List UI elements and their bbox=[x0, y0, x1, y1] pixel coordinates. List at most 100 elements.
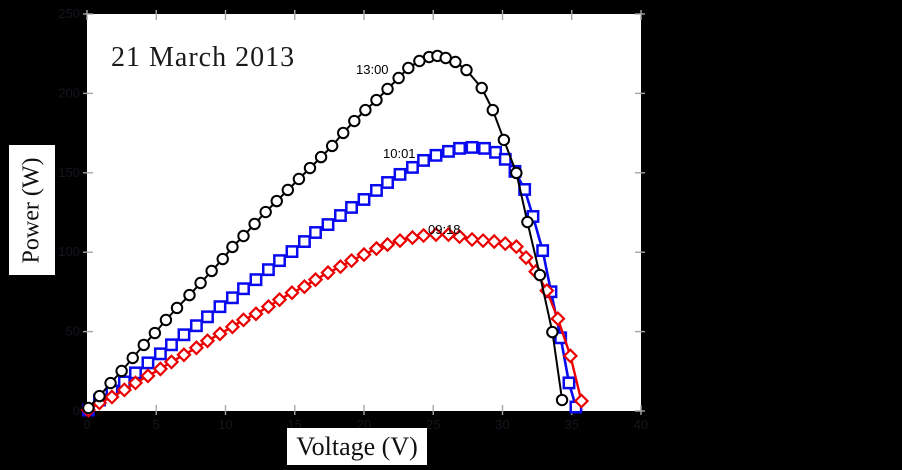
marker-diamond bbox=[320, 265, 336, 281]
marker-square bbox=[442, 144, 455, 158]
y-axis-ticks: 0 50 100 150 200 250 bbox=[58, 6, 645, 418]
marker-circle bbox=[348, 114, 361, 128]
x-tick-label: 0 bbox=[83, 417, 90, 432]
marker-circle bbox=[359, 103, 372, 117]
series-09-18-markers bbox=[80, 226, 590, 418]
marker-circle bbox=[82, 401, 95, 415]
series-13-00 bbox=[82, 49, 569, 415]
marker-circle bbox=[402, 61, 415, 75]
marker-diamond bbox=[415, 227, 432, 244]
marker-circle bbox=[292, 172, 306, 186]
marker-square bbox=[189, 319, 203, 333]
x-tick-label: 35 bbox=[565, 417, 579, 432]
curve-label-13-00: 13:00 bbox=[356, 62, 389, 77]
marker-diamond bbox=[508, 238, 525, 255]
marker-diamond bbox=[573, 393, 590, 409]
y-tick-label: 0 bbox=[73, 403, 80, 418]
y-axis-title-box: Power (W) bbox=[9, 145, 55, 275]
marker-diamond bbox=[562, 348, 579, 364]
marker-square bbox=[562, 376, 576, 390]
marker-circle bbox=[270, 194, 283, 208]
marker-circle bbox=[475, 81, 488, 95]
marker-circle bbox=[170, 301, 184, 315]
marker-circle bbox=[533, 268, 547, 282]
series-13-00-markers bbox=[82, 49, 569, 415]
marker-square bbox=[285, 245, 299, 259]
curve-label-10-01: 10:01 bbox=[383, 146, 416, 161]
marker-circle bbox=[194, 276, 207, 290]
marker-circle bbox=[104, 376, 117, 390]
marker-square bbox=[357, 193, 371, 206]
marker-circle bbox=[183, 288, 196, 302]
marker-square bbox=[213, 300, 227, 314]
marker-diamond bbox=[392, 232, 408, 249]
marker-square bbox=[417, 153, 431, 167]
marker-circle bbox=[216, 252, 229, 266]
series-09-18 bbox=[80, 226, 590, 418]
marker-square bbox=[201, 310, 214, 324]
marker-diamond bbox=[212, 326, 228, 342]
marker-square bbox=[237, 282, 250, 296]
marker-circle bbox=[370, 93, 383, 107]
x-tick-label: 40 bbox=[634, 417, 648, 432]
x-tick-label: 5 bbox=[153, 417, 160, 432]
marker-diamond bbox=[224, 319, 241, 335]
date-annotation: 21 March 2013 bbox=[111, 42, 296, 73]
marker-circle bbox=[314, 150, 328, 164]
marker-square bbox=[453, 141, 467, 155]
marker-square bbox=[153, 347, 167, 361]
y-tick-label: 200 bbox=[58, 85, 80, 100]
marker-diamond bbox=[518, 249, 534, 266]
marker-square bbox=[273, 254, 286, 268]
marker-circle bbox=[546, 325, 559, 339]
marker-square bbox=[489, 145, 503, 159]
y-tick-label: 250 bbox=[58, 6, 80, 21]
series-10-01-markers bbox=[81, 140, 583, 417]
marker-circle bbox=[303, 161, 317, 175]
marker-square bbox=[393, 167, 407, 181]
marker-square bbox=[345, 200, 358, 214]
marker-diamond bbox=[486, 233, 502, 250]
marker-diamond bbox=[127, 375, 144, 391]
marker-square bbox=[141, 356, 155, 370]
y-tick-label: 100 bbox=[58, 244, 80, 259]
marker-square bbox=[465, 140, 479, 154]
marker-diamond bbox=[104, 389, 120, 405]
marker-square bbox=[297, 235, 311, 249]
marker-circle bbox=[126, 351, 139, 365]
curve-label-09-18: 09:18 bbox=[428, 222, 461, 237]
y-tick-label: 150 bbox=[58, 165, 80, 180]
marker-circle bbox=[226, 240, 239, 254]
marker-circle bbox=[392, 71, 405, 85]
marker-circle bbox=[115, 364, 128, 378]
marker-diamond bbox=[284, 285, 300, 301]
marker-square bbox=[406, 160, 419, 174]
y-tick-label: 50 bbox=[66, 324, 80, 339]
marker-diamond bbox=[140, 368, 156, 384]
marker-diamond bbox=[451, 228, 468, 245]
marker-circle bbox=[248, 217, 261, 231]
marker-square bbox=[177, 328, 191, 342]
marker-diamond bbox=[260, 299, 277, 315]
marker-diamond bbox=[550, 311, 566, 327]
marker-diamond bbox=[235, 312, 252, 328]
marker-square bbox=[370, 183, 383, 197]
y-axis-title: Power (W) bbox=[18, 157, 45, 263]
marker-diamond bbox=[307, 272, 324, 288]
marker-square bbox=[261, 263, 275, 277]
marker-circle bbox=[337, 126, 350, 140]
marker-circle bbox=[449, 55, 462, 69]
marker-diamond bbox=[176, 347, 192, 363]
marker-diamond bbox=[152, 361, 169, 377]
marker-circle bbox=[325, 139, 339, 153]
x-axis-title: Voltage (V) bbox=[296, 431, 418, 461]
marker-circle bbox=[237, 229, 250, 243]
marker-circle bbox=[510, 166, 523, 180]
marker-diamond bbox=[368, 240, 385, 257]
marker-diamond bbox=[475, 232, 491, 249]
marker-circle bbox=[205, 264, 218, 278]
x-tick-label: 30 bbox=[495, 417, 509, 432]
marker-square bbox=[381, 176, 394, 189]
marker-diamond bbox=[332, 258, 349, 275]
marker-diamond bbox=[116, 382, 133, 398]
